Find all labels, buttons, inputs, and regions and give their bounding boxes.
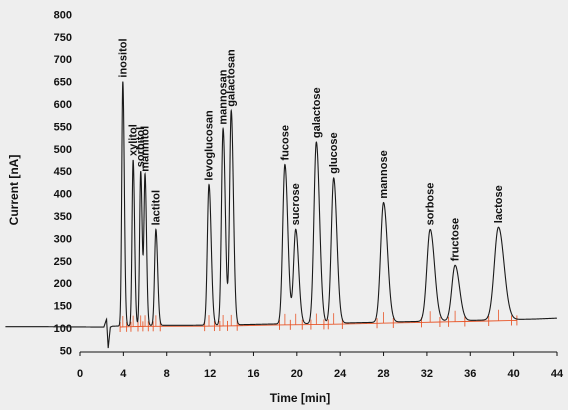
y-tick-label: 300 bbox=[54, 233, 72, 245]
x-tick-label: 32 bbox=[421, 368, 433, 380]
peak-label-levoglucosan: levoglucosan bbox=[204, 110, 216, 181]
peak-label-inositol: inositol bbox=[117, 38, 129, 77]
y-tick-label: 550 bbox=[54, 121, 72, 133]
y-tick-label: 250 bbox=[54, 256, 72, 268]
peak-label-glucose: glucose bbox=[328, 132, 340, 174]
peak-label-mannose: mannose bbox=[378, 150, 390, 198]
y-tick-label: 500 bbox=[54, 144, 72, 156]
x-axis-label: Time [min] bbox=[270, 391, 330, 405]
x-tick-label: 44 bbox=[551, 368, 564, 380]
y-tick-label: 350 bbox=[54, 211, 72, 223]
peak-label-mannitol: mannitol bbox=[140, 126, 152, 172]
x-tick-label: 4 bbox=[120, 368, 127, 380]
x-axis: 0 4 8 12 16 20 24 28 32 36 40 44 bbox=[77, 351, 564, 380]
x-tick-label: 24 bbox=[334, 368, 347, 380]
peak-label-xylitol: xylitol bbox=[128, 124, 140, 156]
peak-label-lactose: lactose bbox=[493, 185, 505, 223]
y-tick-label: 450 bbox=[54, 166, 72, 178]
y-tick-label: 750 bbox=[54, 32, 72, 44]
x-tick-label: 28 bbox=[377, 368, 389, 380]
peak-label-galactose: galactose bbox=[311, 87, 323, 138]
x-tick-label: 36 bbox=[464, 368, 476, 380]
y-tick-label: 600 bbox=[54, 99, 72, 111]
x-tick-label: 12 bbox=[204, 368, 216, 380]
x-tick-label: 40 bbox=[508, 368, 520, 380]
peak-label-sucrose: sucrose bbox=[290, 183, 302, 225]
y-tick-label: 100 bbox=[54, 323, 72, 335]
x-tick-label: 0 bbox=[77, 368, 83, 380]
y-tick-label: 700 bbox=[54, 54, 72, 66]
x-tick-label: 8 bbox=[164, 368, 170, 380]
x-tick-label: 16 bbox=[247, 368, 259, 380]
y-axis-label: Current [nA] bbox=[7, 155, 21, 226]
y-tick-label: 400 bbox=[54, 189, 72, 201]
y-axis: 50 100 150 200 250 300 350 400 450 500 550 600 650 70… bbox=[54, 9, 72, 357]
peak-label-fructose: fructose bbox=[450, 218, 462, 261]
peak-label-lactitol: lactitol bbox=[150, 190, 162, 225]
y-tick-label: 200 bbox=[54, 278, 72, 290]
peak-label-galactosan: galactosan bbox=[226, 49, 238, 107]
x-tick-label: 20 bbox=[291, 368, 303, 380]
y-tick-label: 150 bbox=[54, 301, 72, 313]
y-tick-label: 800 bbox=[54, 9, 72, 21]
y-tick-label: 50 bbox=[60, 345, 72, 357]
peak-label-fucose: fucose bbox=[279, 125, 291, 160]
peak-label-mannosan: mannosan bbox=[218, 69, 230, 124]
peak-label-sorbose: sorbose bbox=[425, 183, 437, 226]
y-tick-label: 650 bbox=[54, 77, 72, 89]
peak-label-sorbitol: sorbitol bbox=[135, 127, 147, 167]
chromatogram-trace bbox=[5, 81, 557, 349]
